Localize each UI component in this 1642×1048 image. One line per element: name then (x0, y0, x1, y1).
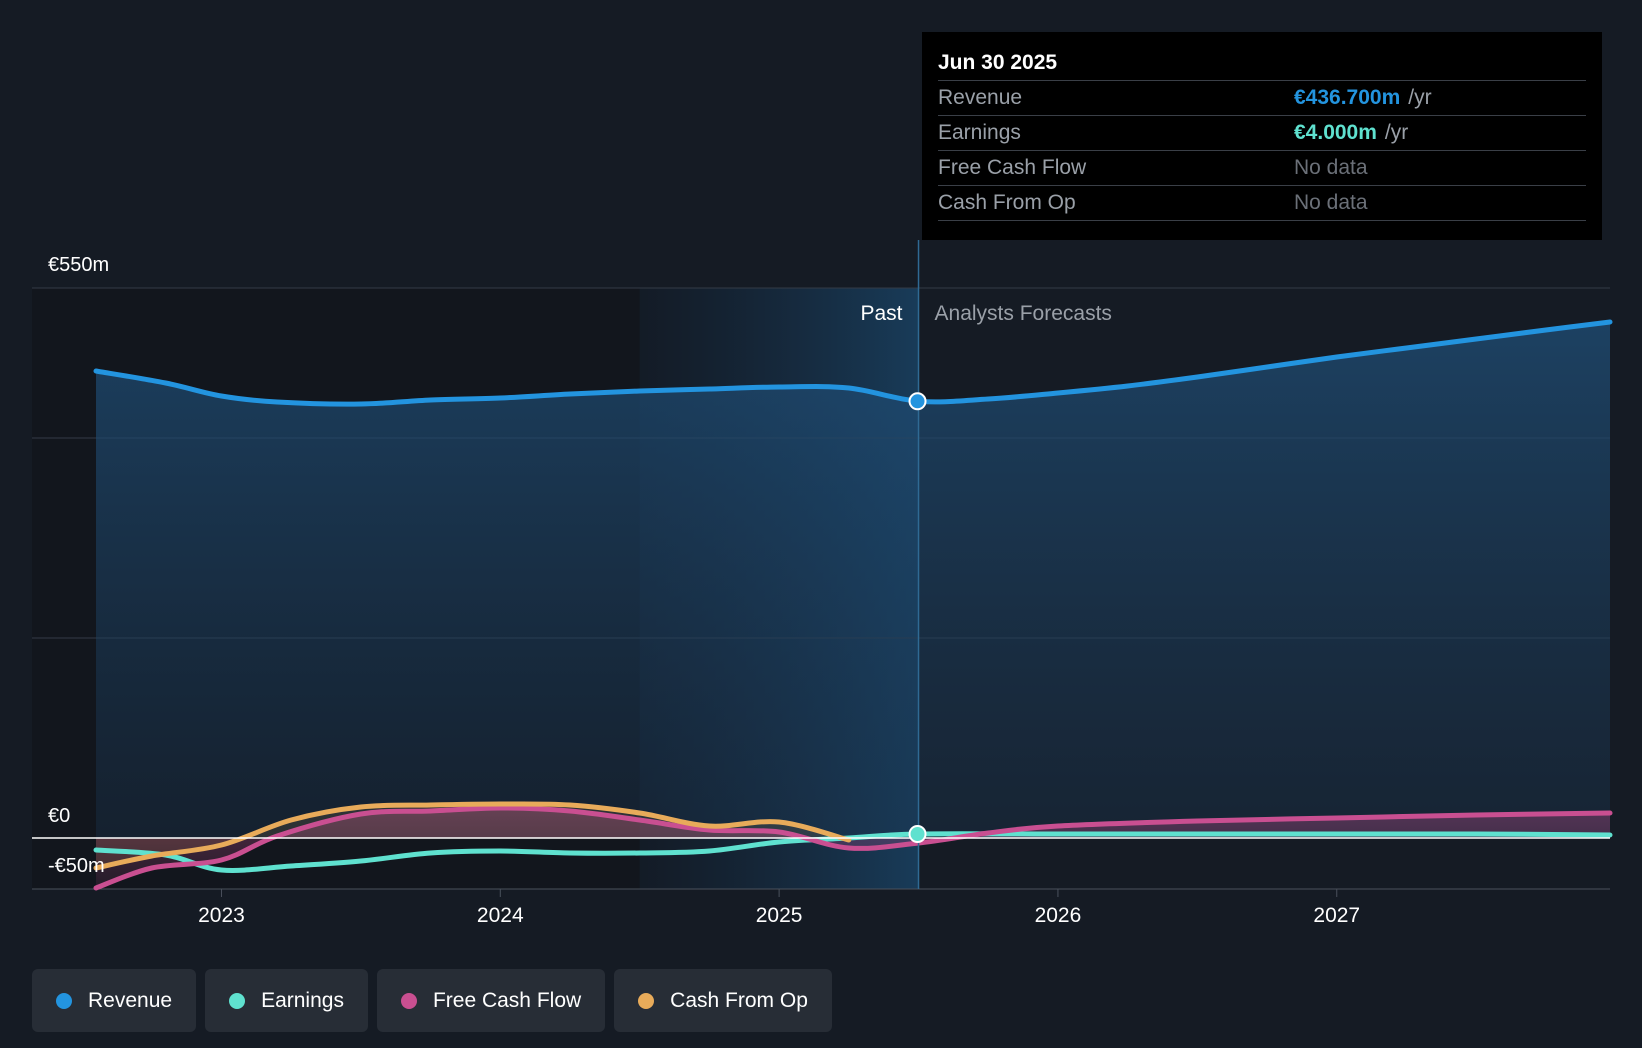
tooltip-label: Earnings (938, 121, 1021, 144)
legend-dot-icon (56, 992, 72, 1009)
y-label-top: €550m (48, 254, 109, 276)
y-label-zero: €0 (48, 805, 70, 827)
x-tick-label: 2025 (756, 904, 803, 927)
legend-label: Free Cash Flow (432, 988, 582, 1012)
past-label: Past (860, 302, 902, 325)
tooltip: Jun 30 2025 Revenue €436.700m /yr Earnin… (922, 32, 1602, 240)
legend-item-earnings[interactable]: Earnings (205, 969, 368, 1032)
tooltip-date: Jun 30 2025 (938, 51, 1058, 74)
x-tick-label: 2027 (1313, 904, 1360, 927)
tooltip-value: No data (1294, 191, 1368, 214)
legend-label: Earnings (261, 988, 344, 1012)
tooltip-row-cash-from-op: Cash From Op No data (938, 185, 1586, 221)
tooltip-label: Revenue (938, 86, 1023, 109)
series-line-free-cash-flow (93, 805, 1613, 891)
forecast-label: Analysts Forecasts (935, 302, 1112, 325)
tooltip-row-earnings: Earnings €4.000m /yr (938, 115, 1586, 150)
hover-point-earnings (908, 825, 927, 843)
tooltip-value: No data (1294, 156, 1368, 179)
tooltip-unit: /yr (1408, 86, 1432, 109)
legend-dot-icon (638, 992, 655, 1009)
legend-dot-icon (229, 992, 246, 1009)
legend: Revenue Earnings Free Cash Flow Cash Fro… (32, 969, 832, 1032)
tooltip-row-free-cash-flow: Free Cash Flow No data (938, 150, 1586, 185)
hover-point-revenue (908, 392, 927, 411)
legend-item-cash-from-op[interactable]: Cash From Op (614, 969, 832, 1032)
legend-dot-icon (400, 992, 417, 1009)
y-label-bottom: -€50m (48, 855, 105, 877)
series-line-earnings (93, 831, 1613, 873)
series-area-cash-from-op (96, 803, 849, 868)
legend-item-revenue[interactable]: Revenue (32, 969, 197, 1032)
tooltip-row-revenue: Revenue €436.700m /yr (938, 80, 1586, 115)
tooltip-label: Free Cash Flow (938, 156, 1087, 179)
tooltip-unit: /yr (1384, 121, 1409, 144)
tooltip-value: €4.000m (1294, 121, 1377, 144)
tooltip-value: €436.700m (1294, 86, 1401, 109)
x-tick-label: 2024 (477, 904, 524, 927)
x-tick-label: 2026 (1035, 904, 1082, 927)
legend-label: Revenue (88, 988, 173, 1012)
x-tick-label: 2023 (198, 904, 245, 927)
series-line-cash-from-op (93, 801, 852, 871)
legend-item-free-cash-flow[interactable]: Free Cash Flow (376, 969, 606, 1032)
series-area-revenue (96, 322, 1610, 838)
legend-label: Cash From Op (670, 988, 808, 1012)
tooltip-label: Cash From Op (938, 191, 1076, 214)
series-line-revenue (93, 319, 1613, 407)
